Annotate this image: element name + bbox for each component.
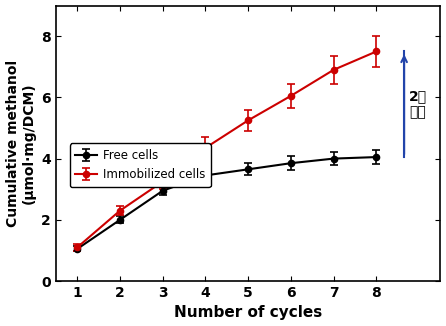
Legend: Free cells, Immobilized cells: Free cells, Immobilized cells: [70, 143, 211, 187]
X-axis label: Number of cycles: Number of cycles: [174, 305, 322, 320]
Y-axis label: Cumulative methanol
(μmol·mg/DCM): Cumulative methanol (μmol·mg/DCM): [5, 60, 36, 227]
Text: 2배
향상: 2배 향상: [409, 89, 427, 119]
